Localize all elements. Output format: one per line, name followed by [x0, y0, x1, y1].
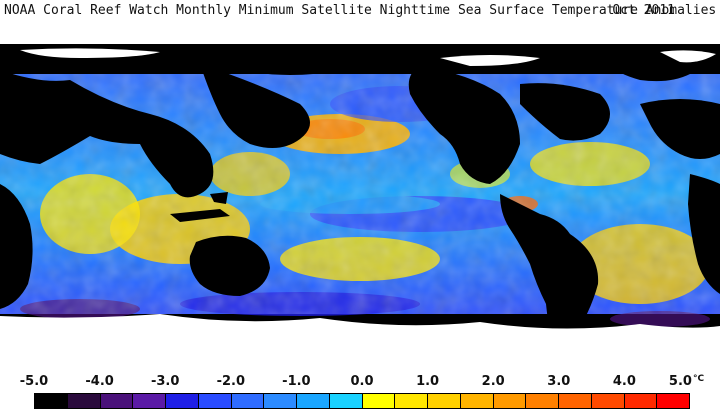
color-swatch	[198, 394, 232, 408]
color-swatch	[460, 394, 494, 408]
color-swatch	[428, 394, 461, 408]
scale-tick: -2.0	[216, 374, 246, 389]
color-swatch	[297, 394, 330, 408]
scale-tick: -4.0	[85, 374, 114, 389]
scale-tick: 1.0	[416, 374, 440, 389]
antarctica	[0, 314, 720, 371]
color-swatch	[166, 394, 199, 408]
landmasses	[0, 44, 720, 348]
color-bar	[34, 393, 690, 409]
color-swatch	[100, 394, 134, 408]
scale-tick: -1.0	[282, 374, 311, 389]
color-swatch	[133, 394, 166, 408]
color-swatch	[493, 394, 527, 408]
map-title: NOAA Coral Reef Watch Monthly Minimum Sa…	[4, 3, 717, 18]
color-swatch	[624, 394, 658, 408]
sst-anomaly-map	[0, 44, 720, 371]
sea-ice	[20, 48, 716, 66]
map-title-bar: NOAA Coral Reef Watch Monthly Minimum Sa…	[0, 0, 720, 44]
scale-tick: -5.0	[19, 374, 49, 389]
color-swatch	[395, 394, 428, 408]
color-swatch	[362, 394, 396, 408]
map-canvas	[0, 44, 720, 371]
color-swatch	[264, 394, 297, 408]
scale-tick: -3.0	[150, 374, 180, 389]
scale-tick: 4.0	[612, 374, 636, 389]
color-swatch	[67, 394, 101, 408]
color-swatch	[35, 394, 68, 408]
scale-tick: 0.0	[350, 374, 374, 389]
scale-tick: 2.0	[481, 374, 505, 389]
color-swatch	[591, 394, 625, 408]
color-swatch	[526, 394, 559, 408]
scale-ticks: -5.0 -4.0 -3.0 -2.0 -1.0 0.0 1.0 2.0 3.0…	[0, 374, 720, 392]
color-swatch	[329, 394, 363, 408]
scale-tick: 3.0	[547, 374, 571, 389]
color-swatch	[559, 394, 592, 408]
scale-unit: °C	[692, 374, 705, 384]
map-date: Oct 2011	[612, 3, 675, 18]
color-swatch	[657, 394, 689, 408]
color-scale: -5.0 -4.0 -3.0 -2.0 -1.0 0.0 1.0 2.0 3.0…	[0, 371, 720, 411]
scale-tick-last: 5.0°C	[668, 374, 705, 389]
color-swatch	[231, 394, 265, 408]
